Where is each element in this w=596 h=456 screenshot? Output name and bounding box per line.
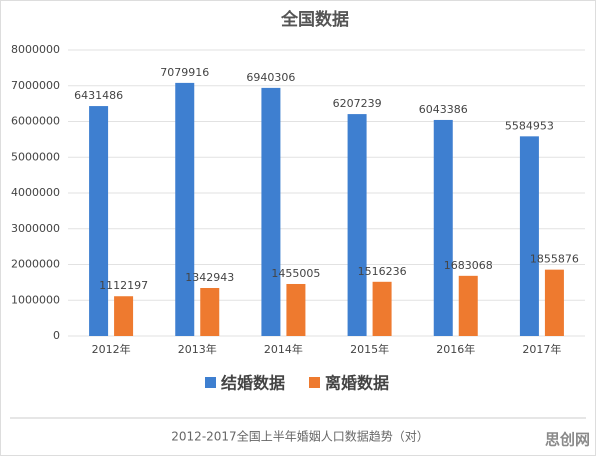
value-label: 5584953 [505, 119, 554, 132]
bar [519, 136, 539, 336]
y-tick-label: 7000000 [11, 79, 60, 92]
bar [544, 269, 564, 336]
x-tick-label: 2015年 [350, 342, 389, 356]
value-label: 1112197 [99, 279, 148, 292]
value-label: 1855876 [530, 253, 579, 266]
x-tick-label: 2016年 [436, 342, 475, 356]
y-tick-label: 8000000 [11, 43, 60, 56]
legend-swatch [205, 377, 216, 388]
y-tick-label: 6000000 [11, 115, 60, 128]
y-tick-label: 5000000 [11, 150, 60, 163]
x-tick-label: 2014年 [264, 342, 303, 356]
legend-swatch [309, 377, 320, 388]
bar [433, 119, 453, 337]
y-tick-label: 4000000 [11, 186, 60, 199]
value-label: 6940306 [246, 71, 295, 84]
value-label: 1342943 [185, 271, 234, 284]
legend-label: 结婚数据 [220, 374, 285, 393]
bar [286, 283, 306, 336]
bar [261, 87, 281, 336]
value-label: 7079916 [160, 66, 209, 79]
value-label: 1455005 [271, 267, 320, 280]
y-tick-label: 1000000 [11, 293, 60, 306]
x-tick-label: 2017年 [522, 342, 561, 356]
x-tick-label: 2012年 [92, 342, 131, 356]
y-tick-label: 0 [53, 329, 60, 342]
bar [114, 296, 134, 336]
value-label: 6207239 [333, 97, 382, 110]
value-label: 6043386 [419, 103, 468, 116]
value-label: 6431486 [74, 89, 123, 102]
bar [89, 106, 109, 337]
bar [200, 287, 220, 336]
x-tick-label: 2013年 [178, 342, 217, 356]
y-tick-label: 3000000 [11, 222, 60, 235]
value-label: 1516236 [358, 265, 407, 278]
watermark: 思创网 [545, 431, 590, 449]
caption: 2012-2017全国上半年婚姻人口数据趋势（对） [171, 429, 428, 444]
value-label: 1683068 [444, 259, 493, 272]
bar [458, 275, 478, 336]
bar [372, 281, 392, 336]
bar [347, 114, 367, 336]
bar [175, 82, 195, 336]
legend-label: 离婚数据 [325, 374, 389, 393]
chart-title: 全国数据 [280, 9, 349, 30]
y-tick-label: 2000000 [11, 258, 60, 271]
